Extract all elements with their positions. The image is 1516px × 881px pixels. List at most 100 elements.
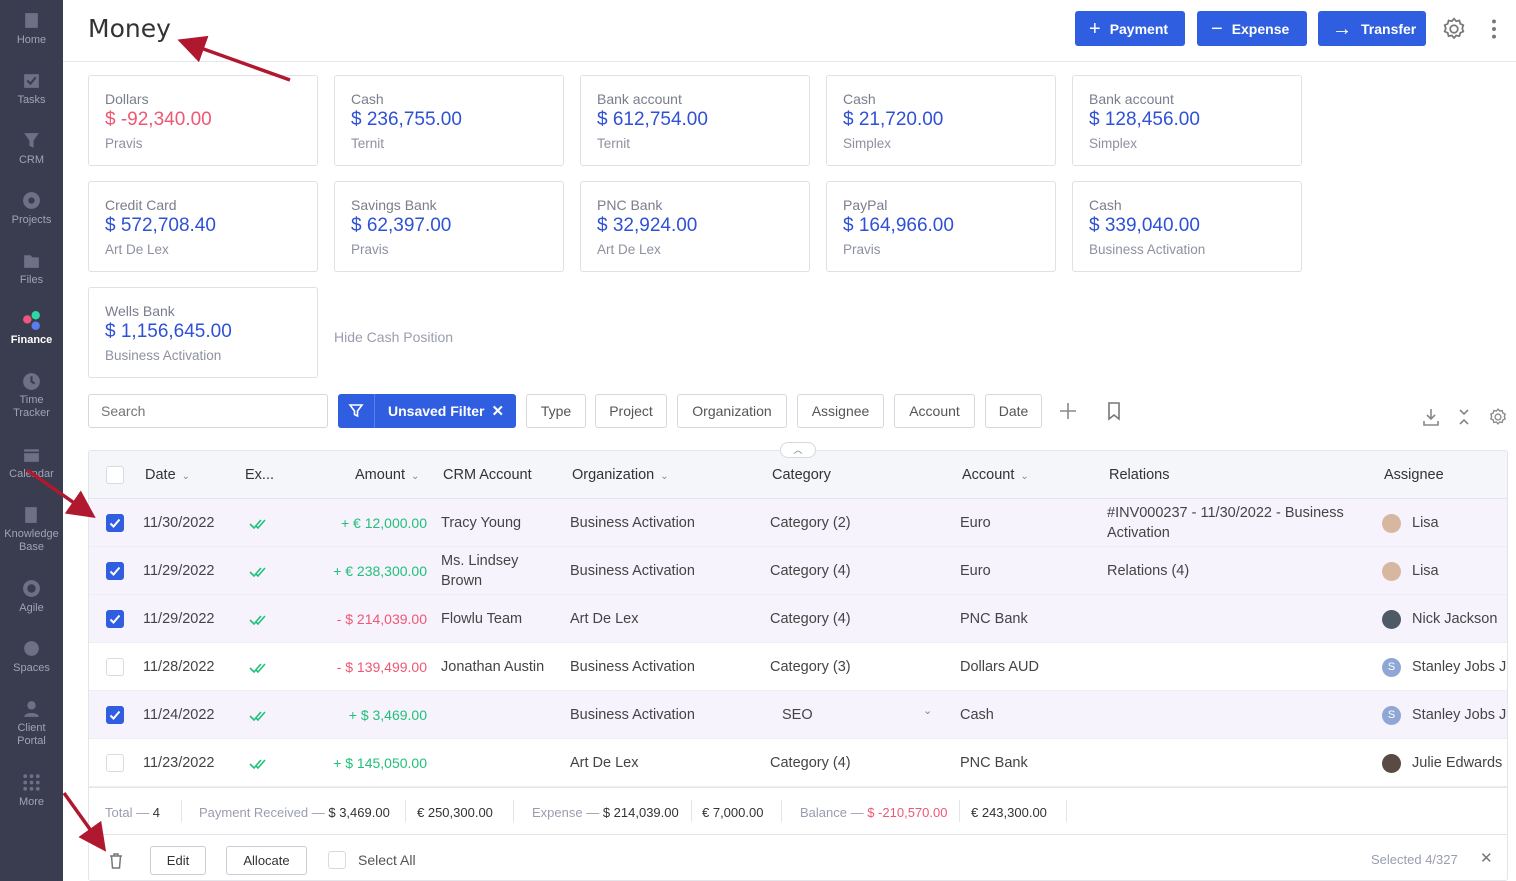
row-assignee[interactable]: Julie Edwards [1412,755,1503,771]
row-crm-account[interactable]: Ms. Lindsey Brown [441,551,518,591]
row-crm-account[interactable]: Jonathan Austin [441,657,544,677]
row-crm-account[interactable]: Flowlu Team [441,609,522,629]
column-ex[interactable]: Ex... [245,467,275,483]
sidebar-item-calendar[interactable]: Calendar [0,444,63,481]
transfer-button[interactable]: → Transfer [1318,11,1426,46]
sidebar-item-tasks[interactable]: Tasks [0,70,63,107]
sidebar-item-crm[interactable]: CRM [0,130,63,167]
column-assignee[interactable]: Assignee [1384,467,1444,483]
add-payment-button[interactable]: + Payment [1075,11,1185,46]
account-card[interactable]: Dollars $ -92,340.00 Pravis [88,75,318,166]
row-category[interactable]: Category (2) [770,515,851,531]
filter-chip-project[interactable]: Project [595,394,667,428]
account-card[interactable]: Cash $ 236,755.00 Ternit [334,75,564,166]
account-card[interactable]: Cash $ 339,040.00 Business Activation [1072,181,1302,272]
row-checkbox[interactable] [106,706,124,724]
sidebar-item-knowledge-base[interactable]: Knowledge Base [0,504,63,554]
hide-cash-position-link[interactable]: Hide Cash Position [334,329,454,345]
chevron-down-icon[interactable]: ⌄ [923,705,933,717]
table-settings-gear-icon[interactable] [1488,407,1508,427]
allocate-button[interactable]: Allocate [226,846,307,875]
trash-icon[interactable] [108,852,124,869]
row-category[interactable]: Category (4) [770,563,851,579]
account-card[interactable]: PNC Bank $ 32,924.00 Art De Lex [580,181,810,272]
filter-chip-assignee[interactable]: Assignee [797,394,884,428]
collapse-cards-toggle[interactable]: ︿ [780,442,816,458]
table-row[interactable]: 11/29/2022 - $ 214,039.00 Flowlu Team Ar… [89,595,1507,643]
row-assignee[interactable]: Stanley Jobs J [1412,707,1507,723]
sidebar-item-label: Time Tracker [13,394,50,419]
row-category[interactable]: Category (4) [770,755,851,771]
row-assignee[interactable]: Lisa [1412,515,1439,531]
filter-chip-type[interactable]: Type [526,394,586,428]
row-category[interactable]: Category (3) [770,659,851,675]
filter-chip-date[interactable]: Date [985,394,1042,428]
account-card[interactable]: Credit Card $ 572,708.40 Art De Lex [88,181,318,272]
row-organization: Art De Lex [570,611,639,627]
filter-chip-organization[interactable]: Organization [677,394,787,428]
table-row[interactable]: 11/29/2022 + € 238,300.00 Ms. Lindsey Bro… [89,547,1507,595]
sidebar-item-client-portal[interactable]: Client Portal [0,698,63,748]
account-card[interactable]: Bank account $ 128,456.00 Simplex [1072,75,1302,166]
close-icon[interactable]: ✕ [491,403,505,420]
table-row[interactable]: 11/24/2022 + $ 3,469.00 Business Activat… [89,691,1507,739]
account-card[interactable]: PayPal $ 164,966.00 Pravis [826,181,1056,272]
sidebar-item-files[interactable]: Files [0,250,63,287]
column-account[interactable]: Account ⌄ [962,467,1029,483]
select-all-checkbox-header[interactable] [106,466,124,484]
unsaved-filter-button[interactable]: Unsaved Filter ✕ [338,394,516,428]
row-checkbox[interactable] [106,658,124,676]
bookmark-icon[interactable] [1104,401,1124,421]
sidebar-item-home[interactable]: Home [0,10,63,47]
account-card[interactable]: Cash $ 21,720.00 Simplex [826,75,1056,166]
sidebar: Home Tasks CRM Projects Files Finance Ti… [0,0,63,881]
column-relations[interactable]: Relations [1109,467,1170,483]
column-organization[interactable]: Organization ⌄ [572,467,669,483]
sidebar-item-projects[interactable]: Projects [0,190,63,227]
column-date[interactable]: Date ⌄ [145,467,190,483]
column-label: Account [962,467,1015,483]
filter-chip-account[interactable]: Account [894,394,975,428]
row-checkbox[interactable] [106,754,124,772]
row-category[interactable]: Category (4) [770,611,851,627]
row-crm-account[interactable]: Tracy Young [441,513,521,533]
select-all-label[interactable]: Select All [358,852,416,868]
account-card[interactable]: Bank account $ 612,754.00 Ternit [580,75,810,166]
category-select[interactable]: SEO [782,705,813,725]
column-crm-account[interactable]: CRM Account [443,467,532,483]
row-date: 11/28/2022 [143,659,215,675]
sidebar-item-spaces[interactable]: Spaces [0,638,63,675]
table-row[interactable]: 11/28/2022 - $ 139,499.00 Jonathan Austi… [89,643,1507,691]
close-icon[interactable]: ✕ [1480,850,1493,867]
table-row[interactable]: 11/23/2022 + $ 145,050.00 Art De Lex Cat… [89,739,1507,787]
account-card[interactable]: Wells Bank $ 1,156,645.00 Business Activat… [88,287,318,378]
edit-button[interactable]: Edit [150,846,206,875]
table-row[interactable]: 11/30/2022 + € 12,000.00 Tracy Young Bus… [89,499,1507,547]
collapse-icon[interactable] [1454,407,1474,427]
row-relations[interactable]: Relations (4) [1107,563,1190,579]
card-label: Bank account [1089,91,1174,107]
search-input[interactable] [88,394,328,428]
download-icon[interactable] [1421,407,1441,427]
sidebar-item-agile[interactable]: Agile [0,578,63,615]
row-checkbox[interactable] [106,562,124,580]
main-content: Money + Payment − Expense → Transfer Dollar… [63,0,1516,881]
row-assignee[interactable]: Nick Jackson [1412,611,1498,627]
gear-icon[interactable] [1441,16,1467,42]
add-expense-button[interactable]: − Expense [1197,11,1307,46]
account-card[interactable]: Savings Bank $ 62,397.00 Pravis [334,181,564,272]
row-relations[interactable]: #INV000237 - 11/30/2022 - Business Activa… [1107,503,1367,543]
column-category[interactable]: Category [772,467,831,483]
row-checkbox[interactable] [106,610,124,628]
row-assignee[interactable]: Lisa [1412,563,1439,579]
more-vertical-icon[interactable] [1481,16,1507,42]
sidebar-item-finance[interactable]: Finance [0,310,63,347]
sidebar-item-more[interactable]: More [0,772,63,809]
sidebar-item-time-tracker[interactable]: Time Tracker [0,370,63,420]
select-all-checkbox[interactable] [328,851,346,869]
column-amount[interactable]: Amount ⌄ [355,467,419,483]
add-filter-plus-icon[interactable] [1058,401,1078,421]
row-checkbox[interactable] [106,514,124,532]
row-assignee[interactable]: Stanley Jobs J [1412,659,1507,675]
payment-label: Payment Received — [199,805,325,820]
